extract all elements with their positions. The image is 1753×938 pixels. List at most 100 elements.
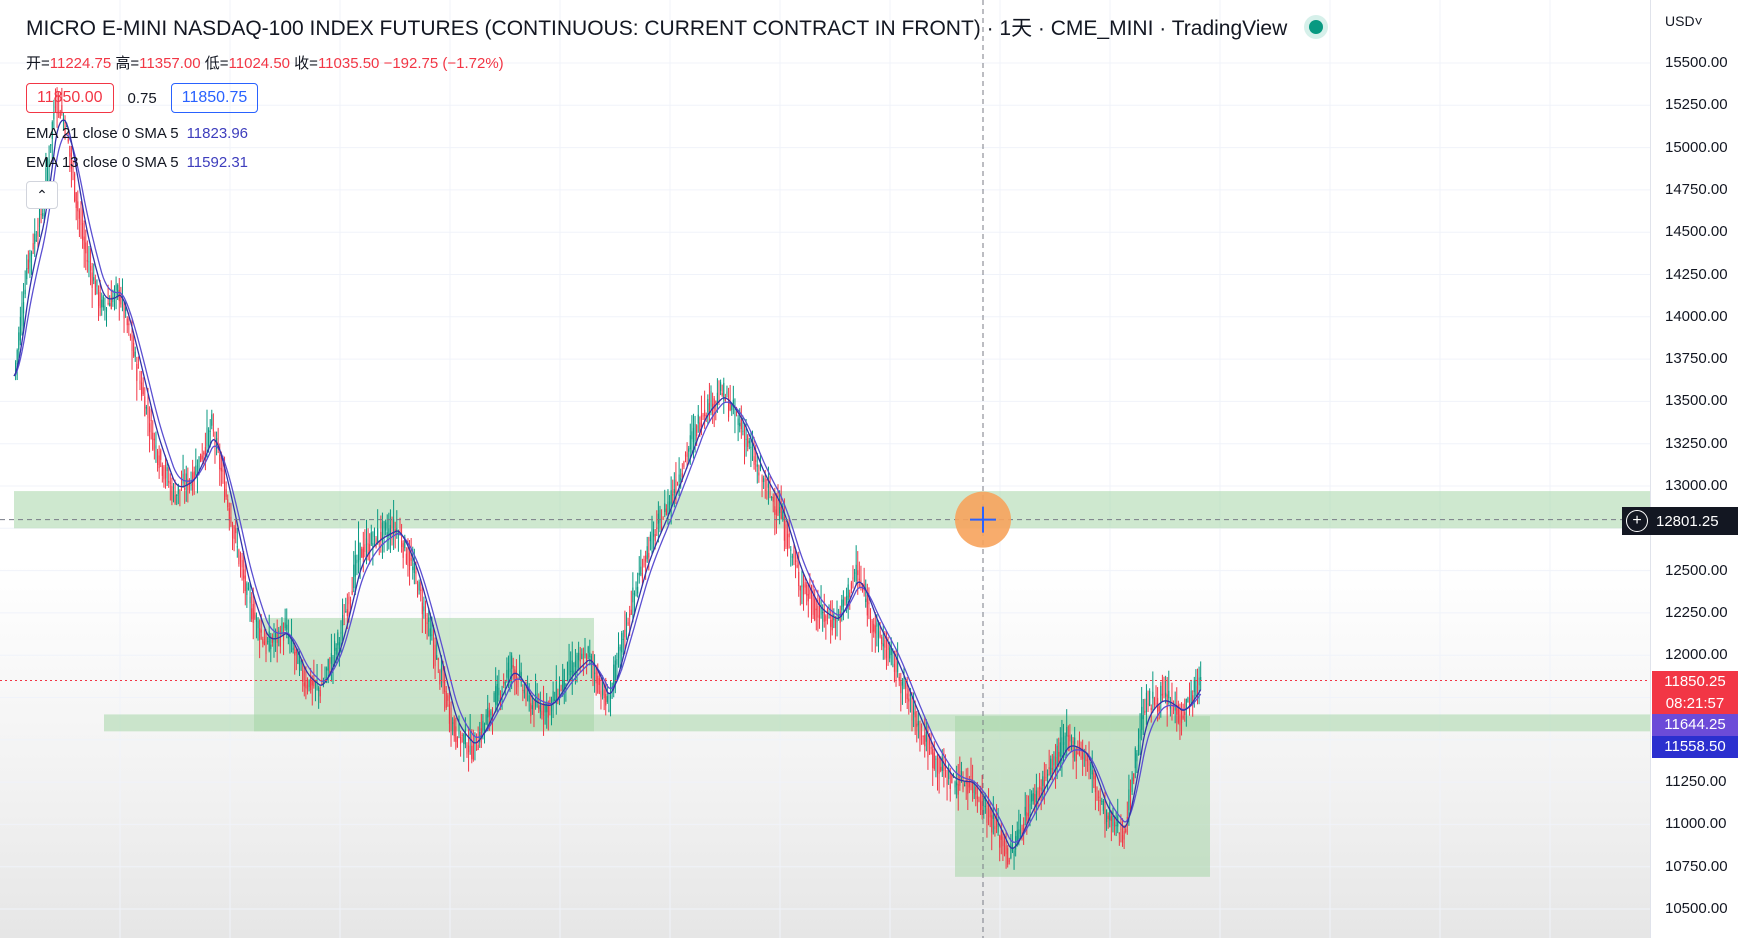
candle-body xyxy=(1070,736,1073,743)
candle xyxy=(228,502,230,531)
currency-selector[interactable]: USD˅ xyxy=(1665,13,1703,29)
candle-body xyxy=(614,660,616,685)
candle-body xyxy=(885,649,888,658)
crosshair-price-tag[interactable]: + 12801.25 xyxy=(1622,507,1738,535)
candle-body xyxy=(150,419,152,421)
candle-body xyxy=(554,699,556,701)
candle xyxy=(729,384,731,412)
candle-body xyxy=(34,233,36,244)
candle-body xyxy=(50,144,52,146)
candle-body xyxy=(938,757,940,774)
candle xyxy=(592,650,594,687)
candle-body xyxy=(783,517,785,541)
candle-body xyxy=(246,583,248,595)
candle-body xyxy=(981,794,983,815)
candle xyxy=(91,262,93,308)
candle xyxy=(118,277,120,321)
candle-body xyxy=(541,710,543,715)
candle xyxy=(984,792,986,814)
candle xyxy=(641,558,643,586)
candle-body xyxy=(692,428,695,442)
candle xyxy=(24,270,26,299)
candle xyxy=(860,565,862,591)
candle-body xyxy=(324,676,326,679)
candle-body xyxy=(747,435,749,447)
candle-body xyxy=(576,655,578,668)
candle xyxy=(236,527,238,558)
chart-area[interactable]: MICRO E-MINI NASDAQ-100 INDEX FUTURES (C… xyxy=(0,0,1650,938)
candle-body xyxy=(308,679,310,688)
candle xyxy=(1086,752,1088,772)
candle-body xyxy=(444,681,446,692)
candle xyxy=(740,405,742,439)
candle-body xyxy=(889,647,891,659)
candle-body xyxy=(275,630,277,638)
candle-body xyxy=(298,660,301,671)
candle xyxy=(1074,726,1076,762)
candle xyxy=(637,572,639,598)
candle xyxy=(109,295,111,307)
candle xyxy=(164,455,167,489)
candle-body xyxy=(85,242,87,254)
candle-body xyxy=(1115,824,1117,827)
candle-body xyxy=(388,528,390,537)
candle xyxy=(1050,755,1052,781)
candle xyxy=(356,554,358,576)
candle-body xyxy=(759,465,762,470)
candle-body xyxy=(984,805,986,808)
candle-body xyxy=(970,775,972,778)
candle-body xyxy=(1080,756,1082,758)
candle-body xyxy=(1114,821,1116,827)
candle xyxy=(78,208,80,238)
candle xyxy=(1067,725,1069,752)
candle-body xyxy=(858,578,860,580)
candle-body xyxy=(1184,711,1186,716)
candle-body xyxy=(689,435,691,450)
candle xyxy=(992,796,994,835)
candle xyxy=(935,755,937,778)
candle-body xyxy=(157,451,159,466)
candle-body xyxy=(882,643,884,647)
buy-price-button[interactable]: 11850.75 xyxy=(170,83,259,113)
candle-body xyxy=(1024,806,1026,816)
candle xyxy=(235,520,237,544)
high-value: 11357.00 xyxy=(139,55,201,72)
price-scale[interactable]: USD˅ 15500.00 15250.00 15000.00 14750.00 145… xyxy=(1650,0,1753,938)
candle xyxy=(882,624,884,660)
candle-body xyxy=(21,302,23,326)
candle xyxy=(779,490,781,525)
candle xyxy=(1182,703,1184,720)
candle xyxy=(869,608,872,634)
candle xyxy=(1129,779,1132,813)
symbol-title[interactable]: MICRO E-MINI NASDAQ-100 INDEX FUTURES (C… xyxy=(26,17,1288,40)
candle xyxy=(262,636,264,648)
candle xyxy=(303,666,305,697)
candle xyxy=(345,597,347,613)
candle-body xyxy=(460,736,462,744)
candle-body xyxy=(1102,800,1104,811)
candle-body xyxy=(972,781,974,794)
candle xyxy=(967,767,969,811)
indicator-ema13[interactable]: EMA 13 close 0 SMA 5 11592.31 xyxy=(26,154,1323,171)
candle-body xyxy=(487,707,489,718)
candle xyxy=(461,732,463,743)
candle-body xyxy=(558,685,561,695)
sell-price-button[interactable]: 11850.00 xyxy=(26,83,114,113)
price-tick-label: 15500.00 xyxy=(1665,54,1728,71)
candle xyxy=(804,577,806,595)
candle-body xyxy=(386,532,388,537)
candle xyxy=(77,190,79,230)
candle xyxy=(200,453,202,463)
candle-body xyxy=(820,601,822,615)
indicator-ema21[interactable]: EMA 21 close 0 SMA 5 11823.96 xyxy=(26,125,1323,142)
candle-body xyxy=(1182,715,1184,719)
candlestick-chart[interactable] xyxy=(0,0,1650,938)
candle-body xyxy=(115,284,117,290)
candle xyxy=(775,493,777,534)
candle xyxy=(126,316,128,334)
candle-body xyxy=(380,531,382,542)
add-alert-icon[interactable]: + xyxy=(1626,510,1648,532)
candle-body xyxy=(1096,786,1098,790)
collapse-legend-button[interactable]: ⌃ xyxy=(26,181,58,209)
candle-body xyxy=(176,494,178,496)
